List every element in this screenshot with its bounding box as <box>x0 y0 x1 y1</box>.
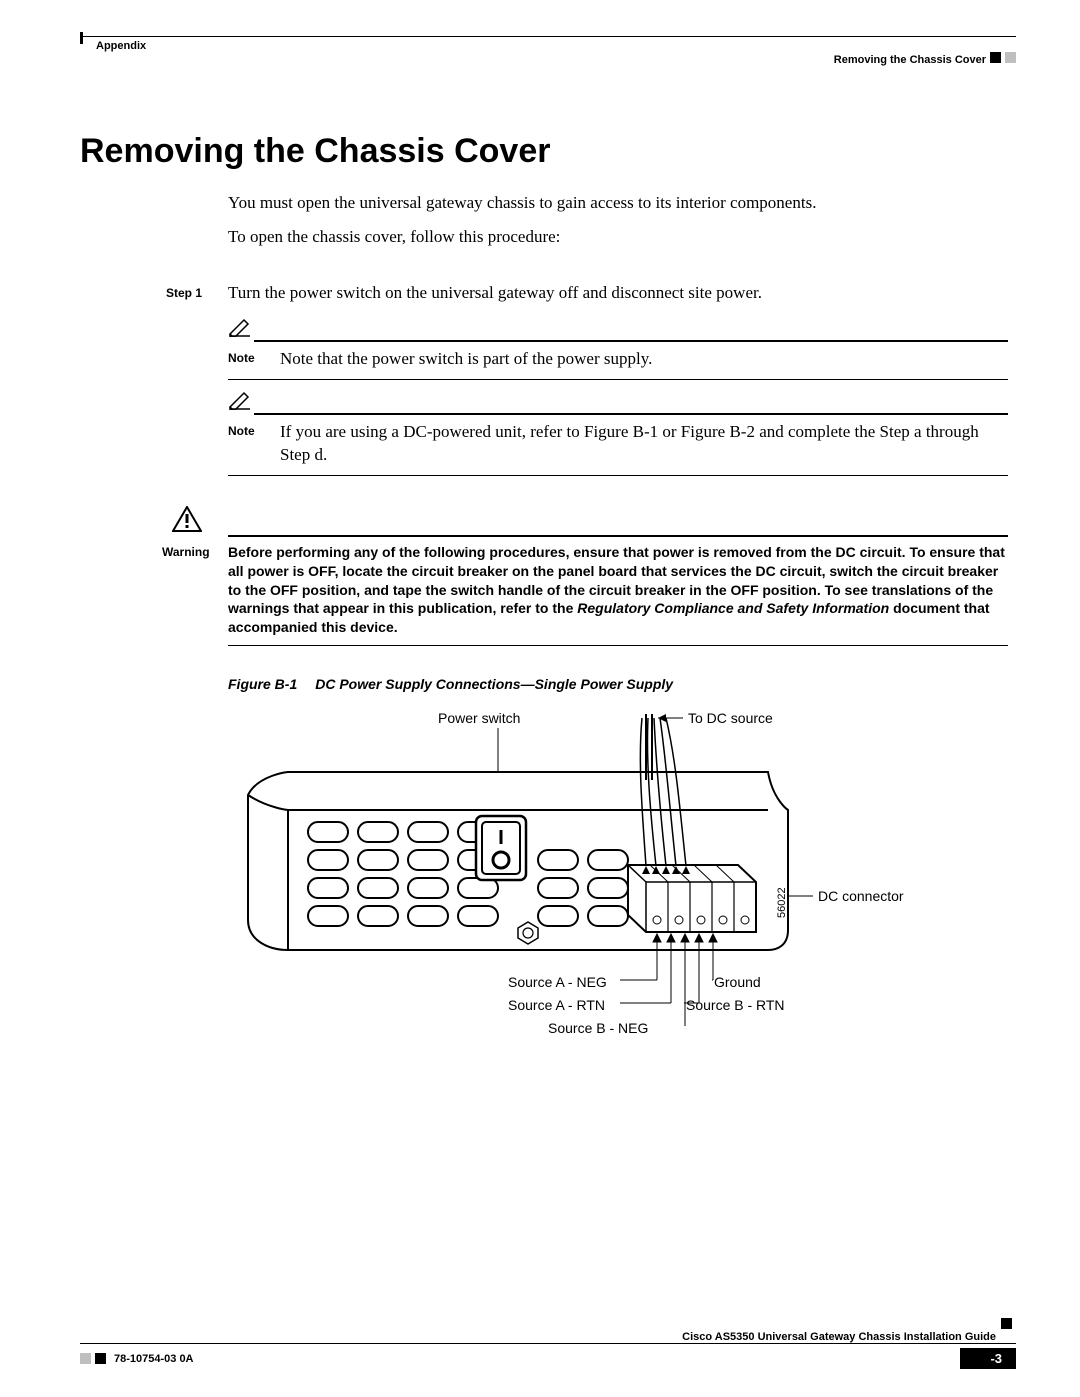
page-title: Removing the Chassis Cover <box>80 132 1016 171</box>
note-1-text: Note that the power switch is part of th… <box>280 348 1008 371</box>
figure-b1: Power switch To DC source DC connector G… <box>228 710 948 1070</box>
page-header: Appendix Removing the Chassis Cover <box>80 36 1016 84</box>
step-1-text: Turn the power switch on the universal g… <box>228 283 1016 303</box>
step-1-label: Step 1 <box>80 283 228 303</box>
header-left-mark <box>80 32 83 44</box>
figure-caption: Figure B-1DC Power Supply Connections—Si… <box>228 676 1016 692</box>
note-1-label: Note <box>228 348 280 365</box>
step-1-row: Step 1 Turn the power switch on the univ… <box>80 283 1016 303</box>
header-chapter: Appendix <box>96 40 146 52</box>
chassis-diagram <box>228 710 948 1070</box>
warning-block: Warning Before performing any of the fol… <box>80 506 1016 646</box>
diagram-id-label: 56022 <box>776 888 788 919</box>
intro-paragraph-2: To open the chassis cover, follow this p… <box>228 227 1008 247</box>
intro-paragraph-1: You must open the universal gateway chas… <box>228 193 1008 213</box>
header-rule <box>80 36 1016 37</box>
note-2-label: Note <box>228 421 280 438</box>
warning-icon <box>172 506 202 532</box>
note-2: Note If you are using a DC-powered unit,… <box>228 390 1008 476</box>
footer-doc-number: 78-10754-03 0A <box>114 1353 194 1365</box>
footer-page-number: -3 <box>960 1348 1016 1369</box>
note-1: Note Note that the power switch is part … <box>228 317 1008 380</box>
footer-square-icon <box>1001 1318 1012 1329</box>
footer-guide-title: Cisco AS5350 Universal Gateway Chassis I… <box>80 1331 996 1343</box>
note-2-text: If you are using a DC-powered unit, refe… <box>280 421 1008 467</box>
footer-decor-squares <box>80 1353 106 1364</box>
header-decor-squares <box>990 52 1016 63</box>
pencil-icon <box>228 390 254 415</box>
page-footer: Cisco AS5350 Universal Gateway Chassis I… <box>80 1345 1016 1369</box>
header-section: Removing the Chassis Cover <box>834 54 986 66</box>
warning-text: Before performing any of the following p… <box>228 543 1008 637</box>
pencil-icon <box>228 317 254 342</box>
warning-label: Warning <box>80 543 228 637</box>
